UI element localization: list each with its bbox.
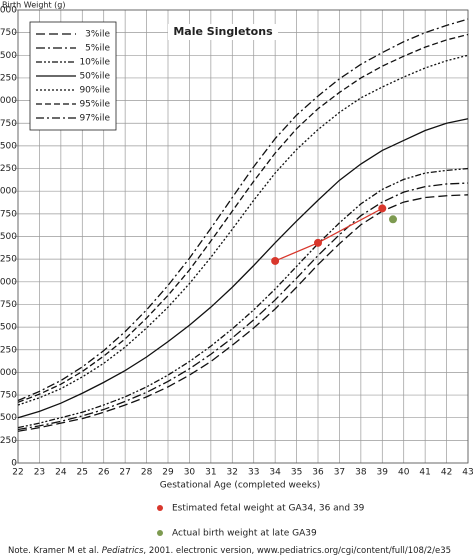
- x-tick-label: 26: [98, 468, 110, 478]
- legend-label: Actual birth weight at late GA39: [172, 529, 317, 539]
- data-point: [378, 204, 387, 213]
- percentile-curve: [17, 194, 469, 432]
- percentile-curve: [17, 54, 469, 406]
- y-tick-label: 1,750: [0, 300, 17, 310]
- x-tick-label: 28: [141, 468, 153, 478]
- y-tick-label: 3,000: [0, 187, 17, 197]
- x-tick-label: 42: [441, 468, 452, 478]
- y-tick-label: 3,750: [0, 119, 17, 129]
- data-point: [389, 215, 397, 224]
- data-point: [271, 256, 280, 265]
- y-tick-label: 4,500: [0, 51, 17, 61]
- y-tick-label: 750: [0, 391, 17, 401]
- y-tick-label: 0: [11, 459, 17, 469]
- chart-title: Male Singletons: [173, 25, 273, 38]
- x-tick-label: 41: [419, 468, 430, 478]
- y-tick-label: 1,500: [0, 323, 17, 333]
- y-tick-label: 500: [0, 413, 17, 423]
- y-tick-label: 1,250: [0, 345, 17, 355]
- x-tick-label: 34: [269, 468, 281, 478]
- x-tick-label: 27: [119, 468, 130, 478]
- x-axis-title: Gestational Age (completed weeks): [160, 481, 321, 491]
- x-tick-label: 37: [334, 468, 345, 478]
- x-tick-label: 36: [312, 468, 324, 478]
- y-tick-label: 3,500: [0, 141, 17, 151]
- legend-marker: [157, 505, 163, 511]
- legend-label: Estimated fetal weight at GA34, 36 and 3…: [172, 504, 365, 514]
- plot-frame: [17, 9, 469, 464]
- legend-label: 5%ile: [85, 44, 110, 54]
- y-tick-label: 1,000: [0, 368, 17, 378]
- x-tick-label: 29: [162, 468, 174, 478]
- legend-label: 3%ile: [85, 30, 110, 40]
- note-suffix: , 2001. electronic version, www.pediatri…: [143, 546, 451, 556]
- x-tick-label: 33: [248, 468, 259, 478]
- legend-label: 95%ile: [79, 100, 110, 110]
- y-tick-label: 2,500: [0, 232, 17, 242]
- legend-label: 50%ile: [79, 72, 110, 82]
- x-tick-label: 30: [184, 468, 196, 478]
- y-tick-label: 2,000: [0, 277, 17, 287]
- estimate-line: [274, 207, 383, 262]
- note: Note. Kramer M et al. Pediatrics, 2001. …: [8, 546, 451, 556]
- legend-label: 10%ile: [79, 58, 110, 68]
- percentile-curve: [17, 182, 469, 431]
- percentile-curve: [17, 33, 469, 403]
- x-tick-label: 31: [205, 468, 216, 478]
- y-tick-label: 4,250: [0, 73, 17, 83]
- legend-label: 90%ile: [79, 86, 110, 96]
- x-tick-label: 40: [398, 468, 410, 478]
- x-tick-label: 22: [12, 468, 23, 478]
- legend-marker: [157, 530, 163, 536]
- percentile-curve: [17, 18, 469, 402]
- x-tick-label: 24: [55, 468, 67, 478]
- x-tick-label: 35: [291, 468, 302, 478]
- x-tick-label: 32: [227, 468, 238, 478]
- legend-label: 97%ile: [79, 114, 110, 124]
- title-bg: [168, 24, 278, 40]
- x-tick-label: 43: [462, 468, 473, 478]
- y-tick-label: 3,250: [0, 164, 17, 174]
- percentile-curve: [17, 167, 469, 429]
- y-tick-label: 4,750: [0, 28, 17, 38]
- y-tick-label: 250: [0, 436, 17, 446]
- x-tick-label: 23: [34, 468, 45, 478]
- data-point: [314, 238, 322, 247]
- y-tick-label: 4,000: [0, 96, 17, 106]
- x-tick-label: 39: [377, 468, 389, 478]
- note-prefix: Note. Kramer M et al.: [8, 546, 102, 556]
- y-tick-label: 2,250: [0, 255, 17, 265]
- note-journal: Pediatrics: [102, 546, 144, 556]
- x-tick-label: 38: [355, 468, 367, 478]
- percentile-curve: [17, 118, 469, 419]
- y-tick-label: 2,750: [0, 209, 17, 219]
- y-axis-title: Birth Weight (g): [2, 1, 65, 10]
- y-tick-label: 5,000: [0, 6, 17, 16]
- x-tick-label: 25: [77, 468, 88, 478]
